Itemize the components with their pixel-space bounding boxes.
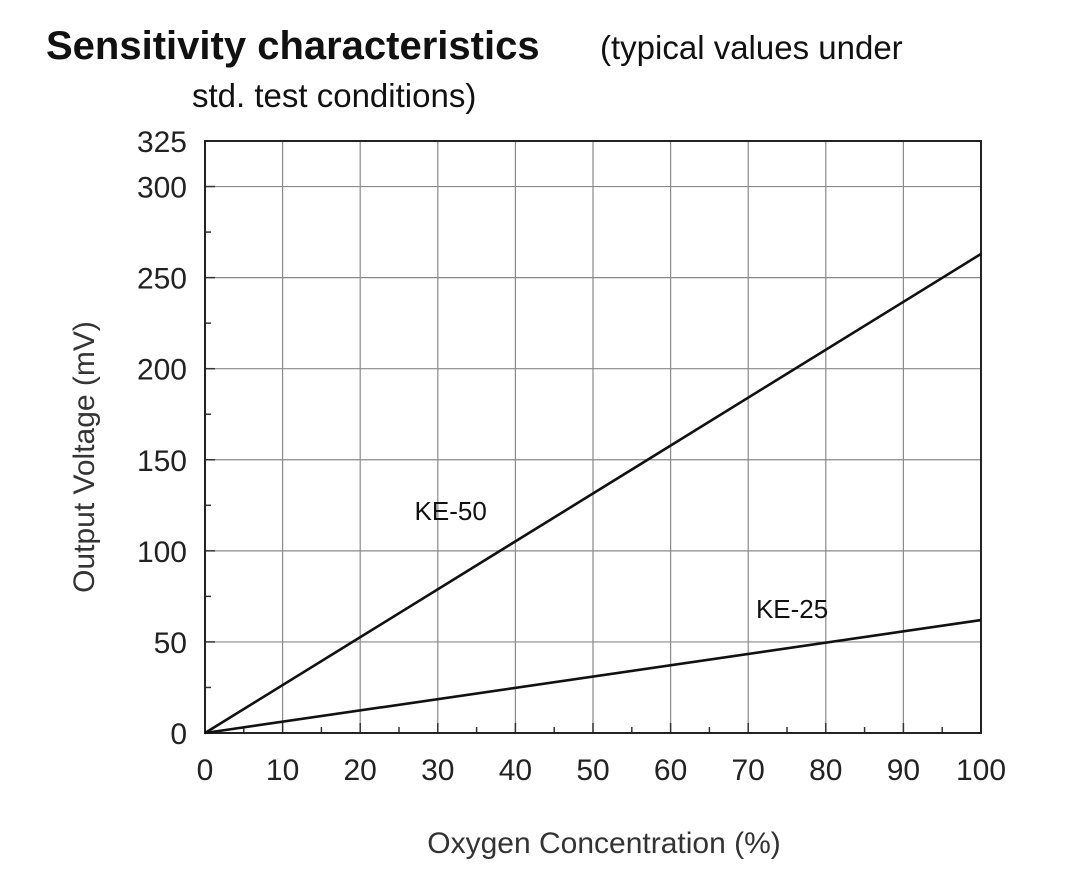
x-tick-label: 90 [887, 754, 920, 787]
x-tick-label: 100 [956, 754, 1006, 787]
x-tick-label: 30 [421, 754, 454, 787]
series-lines: KE-50 KE-25 [204, 252, 982, 735]
x-tick-label: 10 [266, 754, 299, 787]
y-tick-label: 325 [137, 126, 187, 159]
y-tick-label: 0 [170, 718, 187, 751]
y-tick-label: 150 [137, 445, 187, 478]
x-tick-label: 60 [654, 754, 687, 787]
series-label-ke-50: KE-50 [415, 496, 487, 526]
chart-subtitle-line2: std. test conditions) [192, 77, 476, 114]
x-axis-label: Oxygen Concentration (%) [427, 827, 781, 860]
grid-lines [205, 141, 981, 733]
y-tick-label: 200 [137, 354, 187, 387]
y-tick-labels: 0 50 100 150 200 250 300 325 [137, 126, 187, 751]
chart-title: Sensitivity characteristics [46, 24, 540, 68]
x-tick-label: 40 [499, 754, 532, 787]
x-tick-labels: 0 10 20 30 40 50 60 70 80 90 100 [197, 754, 1006, 787]
x-tick-label: 20 [344, 754, 377, 787]
series-line-ke-25 [204, 618, 982, 735]
x-tick-label: 0 [197, 754, 214, 787]
plot-frame [204, 140, 982, 734]
y-tick-label: 50 [154, 627, 187, 660]
y-tick-label: 100 [137, 536, 187, 569]
y-tick-label: 250 [137, 263, 187, 296]
x-tick-label: 80 [809, 754, 842, 787]
series-label-ke-25: KE-25 [756, 594, 828, 624]
minor-ticks [204, 140, 982, 734]
y-tick-label: 300 [137, 172, 187, 205]
x-tick-label: 50 [576, 754, 609, 787]
chart-subtitle-line1: (typical values under [600, 29, 903, 66]
y-axis-label: Output Voltage (mV) [68, 321, 101, 593]
series-line-ke-50 [204, 252, 982, 735]
x-tick-label: 70 [732, 754, 765, 787]
